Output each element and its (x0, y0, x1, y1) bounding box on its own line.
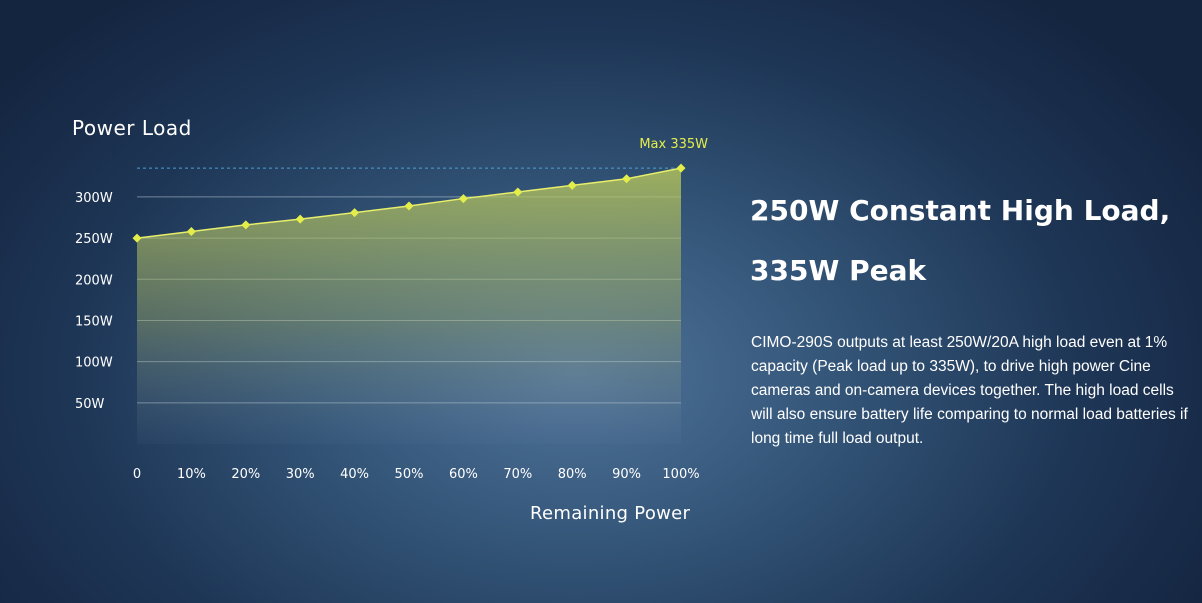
x-tick-label: 60% (449, 467, 478, 482)
y-tick-label: 100W (75, 356, 113, 371)
x-tick-label: 70% (503, 467, 532, 482)
data-point (350, 208, 360, 218)
x-tick-label: 80% (558, 467, 587, 482)
headline-line-1: 250W Constant High Load, (750, 194, 1171, 227)
headline-line-2: 335W Peak (750, 254, 927, 287)
x-tick-label: 40% (340, 467, 369, 482)
data-point (241, 220, 251, 230)
x-tick-label: 100% (662, 467, 699, 482)
x-axis-title: Remaining Power (530, 503, 691, 524)
x-tick-label: 50% (395, 467, 424, 482)
data-point (458, 194, 468, 204)
product-description: CIMO-290S outputs at least 250W/20A high… (751, 334, 1188, 447)
chart-title: Power Load (72, 116, 192, 140)
y-tick-label: 200W (75, 273, 113, 288)
data-point (676, 163, 686, 173)
data-point (622, 174, 632, 184)
data-point (404, 201, 414, 211)
data-point (567, 180, 577, 190)
max-annotation: Max 335W (639, 137, 708, 152)
x-tick-label: 0 (133, 467, 141, 482)
data-point (513, 187, 523, 197)
x-tick-label: 30% (286, 467, 315, 482)
y-tick-label: 250W (75, 232, 113, 247)
data-point (295, 214, 305, 224)
data-point (186, 227, 196, 237)
x-tick-label: 10% (177, 467, 206, 482)
y-tick-label: 50W (75, 397, 105, 412)
data-point (132, 233, 142, 243)
y-tick-label: 300W (75, 191, 113, 206)
y-tick-label: 150W (75, 314, 113, 329)
power-load-chart: 50W 100W 150W 200W 250W 300W Max 335W 0 10% 20% 30… (75, 137, 708, 482)
x-tick-label: 90% (612, 467, 641, 482)
area-fill (137, 168, 681, 444)
x-tick-label: 20% (231, 467, 260, 482)
